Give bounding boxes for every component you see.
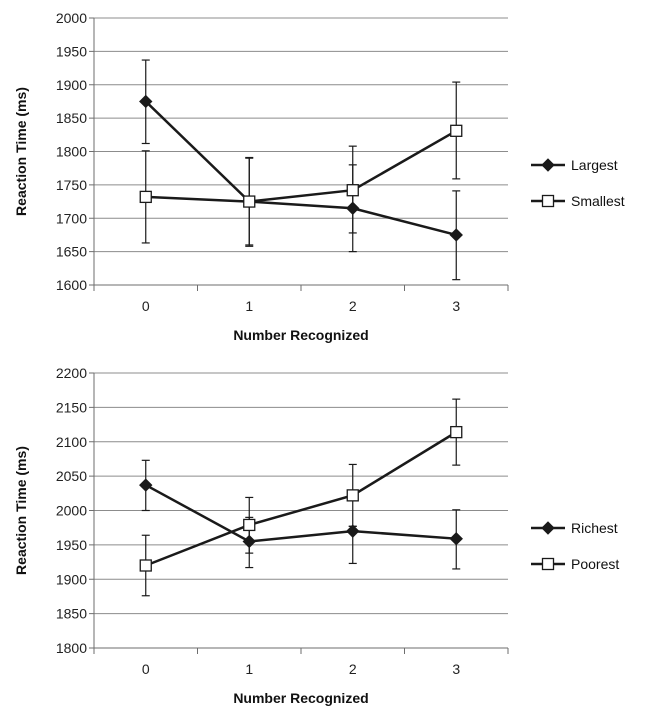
y-axis-title: Reaction Time (ms) <box>13 446 29 575</box>
series-line-richest <box>145 483 457 543</box>
series-line-largest <box>144 100 457 237</box>
y-tick-label: 1800 <box>56 640 87 656</box>
y-tick-label: 1900 <box>56 77 87 93</box>
data-point-smallest <box>139 190 152 204</box>
x-tick-label: 2 <box>349 661 357 677</box>
x-tick-label: 3 <box>452 661 460 677</box>
legend-marker-smallest <box>541 194 555 208</box>
data-point-smallest <box>450 124 463 137</box>
y-tick-label: 1750 <box>56 177 87 193</box>
x-tick-label: 1 <box>245 661 253 677</box>
y-tick-label: 1850 <box>56 110 87 126</box>
data-point-poorest <box>243 518 256 532</box>
x-axis-title: Number Recognized <box>233 327 368 343</box>
y-tick-label: 2000 <box>56 503 87 519</box>
data-point-richest <box>346 524 360 538</box>
legend-marker-largest <box>541 158 555 172</box>
y-tick-label: 1950 <box>56 43 87 59</box>
legend-label-poorest: Poorest <box>571 556 619 572</box>
data-point-smallest <box>243 195 256 208</box>
y-tick-label: 2050 <box>56 468 87 484</box>
data-point-largest <box>346 201 360 215</box>
y-tick-label: 1900 <box>56 571 87 587</box>
legend-marker-richest <box>541 521 555 535</box>
y-tick-label: 1800 <box>56 144 87 160</box>
x-tick-label: 2 <box>349 298 357 314</box>
data-point-richest <box>139 478 153 492</box>
y-axis-title: Reaction Time (ms) <box>13 87 29 216</box>
legend-label-smallest: Smallest <box>571 193 625 209</box>
x-tick-label: 0 <box>142 298 150 314</box>
series-line-poorest <box>145 431 457 567</box>
y-tick-label: 1950 <box>56 537 87 553</box>
x-tick-label: 0 <box>142 661 150 677</box>
x-tick-label: 1 <box>245 298 253 314</box>
data-point-poorest <box>450 425 463 439</box>
y-tick-label: 1650 <box>56 244 87 260</box>
legend-label-richest: Richest <box>571 520 618 536</box>
chart-size-comparison: 1600 1650 1700 1750 1800 1850 1900 1950 2000 0 1 2 3… <box>13 10 625 343</box>
y-tick-label: 1700 <box>56 210 87 226</box>
legend-marker-poorest <box>541 557 555 571</box>
y-tick-label: 1600 <box>56 277 87 293</box>
data-point-smallest <box>346 184 359 197</box>
data-point-largest <box>139 94 153 109</box>
y-tick-label: 2200 <box>56 365 87 381</box>
series-line-smallest <box>145 129 457 203</box>
y-tick-label: 2150 <box>56 399 87 415</box>
data-point-poorest <box>346 489 359 502</box>
data-point-largest <box>449 228 463 242</box>
data-point-poorest <box>139 559 152 572</box>
y-tick-label: 2100 <box>56 434 87 450</box>
y-tick-label: 2000 <box>56 10 87 26</box>
data-point-richest <box>449 531 463 546</box>
data-point-richest <box>242 534 256 549</box>
legend-label-largest: Largest <box>571 157 618 173</box>
x-tick-label: 3 <box>452 298 460 314</box>
y-tick-label: 1850 <box>56 606 87 622</box>
chart-wealth-comparison: 1800 1850 1900 1950 2000 2050 2100 2150 2200 0 1 2 3… <box>13 365 619 706</box>
x-axis-title: Number Recognized <box>233 690 368 706</box>
